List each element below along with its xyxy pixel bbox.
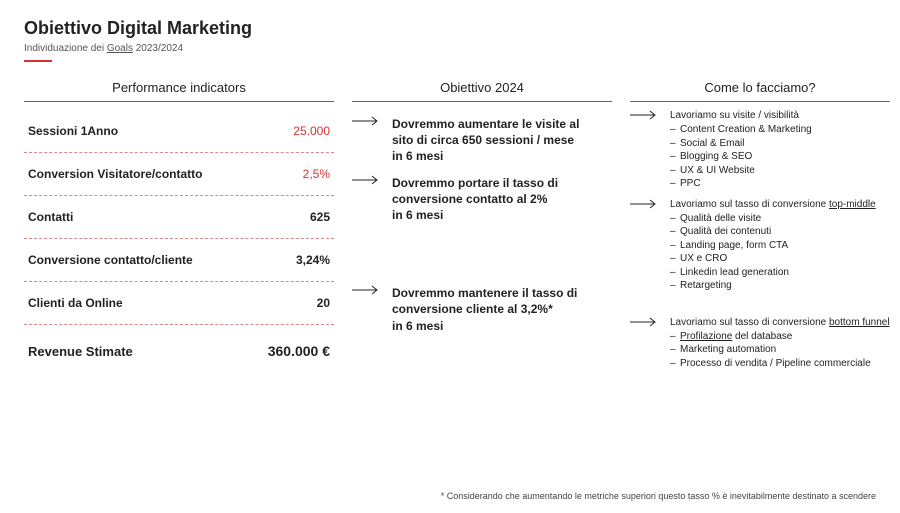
kpi-row-revenue: Revenue Stimate 360.000 € (24, 325, 334, 359)
arrow-right-icon (630, 110, 660, 120)
list-item: Processo di vendita / Pipeline commercia… (670, 357, 890, 371)
how-list: Profilazione del database Marketing auto… (670, 330, 890, 371)
how-block-1: Lavoriamo su visite / visibilità Content… (630, 110, 890, 191)
list-item: Profilazione del database (670, 330, 890, 344)
how-title-pre: Lavoriamo sul tasso di conversione (670, 199, 829, 210)
obj-line: in 6 mesi (392, 319, 443, 333)
objective-1: Dovremmo aumentare le visite al sito di … (352, 116, 612, 165)
obj-line: conversione cliente al 3,2%* (392, 302, 553, 316)
how-title-pre: Lavoriamo sul tasso di conversione (670, 317, 829, 328)
kpi-column: Performance indicators Sessioni 1Anno 25… (24, 80, 334, 376)
arrow-right-icon (630, 317, 660, 327)
kpi-row-conv-client: Conversione contatto/cliente 3,24% (24, 239, 334, 281)
objective-2: Dovremmo portare il tasso di conversione… (352, 175, 612, 224)
kpi-label: Contatti (28, 210, 73, 224)
list-item: Social & Email (670, 137, 812, 151)
kpi-label: Conversione contatto/cliente (28, 253, 193, 267)
accent-bar (24, 60, 52, 62)
kpi-label: Sessioni 1Anno (28, 124, 118, 138)
subtitle-prefix: Individuazione dei (24, 43, 107, 54)
kpi-row-clients: Clienti da Online 20 (24, 282, 334, 324)
obj-line: Dovremmo aumentare le visite al (392, 117, 579, 131)
how-column-header: Come lo facciamo? (630, 80, 890, 101)
how-list: Qualità delle visite Qualità dei contenu… (670, 212, 876, 293)
list-item: PPC (670, 177, 812, 191)
kpi-value: 2,5% (303, 167, 330, 181)
obj-line: conversione contatto al 2% (392, 192, 547, 206)
how-title: Lavoriamo sul tasso di conversione botto… (670, 317, 890, 328)
list-item: UX e CRO (670, 252, 876, 266)
how-list: Content Creation & Marketing Social & Em… (670, 123, 812, 191)
how-title-underlined: bottom funnel (829, 317, 890, 328)
arrow-right-icon (352, 285, 382, 295)
how-title-underlined: top-middle (829, 199, 876, 210)
subtitle-suffix: 2023/2024 (133, 43, 183, 54)
subtitle-underlined: Goals (107, 43, 133, 54)
kpi-row-sessions: Sessioni 1Anno 25.000 (24, 110, 334, 152)
how-column: Come lo facciamo? Lavoriamo su visite / … (630, 80, 890, 376)
how-title: Lavoriamo su visite / visibilità (670, 110, 812, 121)
arrow-right-icon (630, 199, 660, 209)
how-block-2: Lavoriamo sul tasso di conversione top-m… (630, 199, 890, 293)
how-header-underline (630, 101, 890, 102)
footnote: * Considerando che aumentando le metrich… (441, 491, 876, 501)
kpi-value: 20 (317, 296, 330, 310)
page-subtitle: Individuazione dei Goals 2023/2024 (24, 43, 876, 54)
kpi-value: 3,24% (296, 253, 330, 267)
objective-column: Obiettivo 2024 Dovremmo aumentare le vis… (352, 80, 612, 376)
page-title: Obiettivo Digital Marketing (24, 18, 876, 39)
revenue-label: Revenue Stimate (28, 344, 133, 359)
list-item: Qualità delle visite (670, 212, 876, 226)
how-content: Lavoriamo sul tasso di conversione top-m… (670, 199, 876, 293)
objective-column-header: Obiettivo 2024 (352, 80, 612, 101)
objective-text: Dovremmo aumentare le visite al sito di … (392, 116, 579, 165)
kpi-row-conv-visitor: Conversion Visitatore/contatto 2,5% (24, 153, 334, 195)
obj-line: sito di circa 650 sessioni / mese (392, 133, 574, 147)
arrow-right-icon (352, 116, 382, 126)
list-item: Landing page, form CTA (670, 239, 876, 253)
how-content: Lavoriamo su visite / visibilità Content… (670, 110, 812, 191)
objective-text: Dovremmo portare il tasso di conversione… (392, 175, 558, 224)
list-item: UX & UI Website (670, 164, 812, 178)
objective-header-underline (352, 101, 612, 102)
kpi-value: 25.000 (293, 124, 330, 138)
list-item: Blogging & SEO (670, 150, 812, 164)
list-item: Qualità dei contenuti (670, 225, 876, 239)
list-item-underlined: Profilazione (680, 331, 732, 342)
how-block-3: Lavoriamo sul tasso di conversione botto… (630, 317, 890, 371)
list-item: Linkedin lead generation (670, 266, 876, 280)
kpi-row-contacts: Contatti 625 (24, 196, 334, 238)
list-item: Marketing automation (670, 343, 890, 357)
list-item: Retargeting (670, 279, 876, 293)
kpi-label: Conversion Visitatore/contatto (28, 167, 202, 181)
obj-line: in 6 mesi (392, 208, 443, 222)
how-content: Lavoriamo sul tasso di conversione botto… (670, 317, 890, 371)
obj-line: Dovremmo portare il tasso di (392, 176, 558, 190)
list-item: Content Creation & Marketing (670, 123, 812, 137)
objective-3: Dovremmo mantenere il tasso di conversio… (352, 285, 612, 334)
list-item-rest: del database (732, 331, 792, 342)
kpi-label: Clienti da Online (28, 296, 123, 310)
obj-line: Dovremmo mantenere il tasso di (392, 286, 577, 300)
revenue-value: 360.000 € (268, 343, 330, 359)
kpi-column-header: Performance indicators (24, 80, 334, 101)
kpi-header-underline (24, 101, 334, 102)
arrow-right-icon (352, 175, 382, 185)
obj-line: in 6 mesi (392, 149, 443, 163)
kpi-value: 625 (310, 210, 330, 224)
objective-text: Dovremmo mantenere il tasso di conversio… (392, 285, 577, 334)
how-title: Lavoriamo sul tasso di conversione top-m… (670, 199, 876, 210)
